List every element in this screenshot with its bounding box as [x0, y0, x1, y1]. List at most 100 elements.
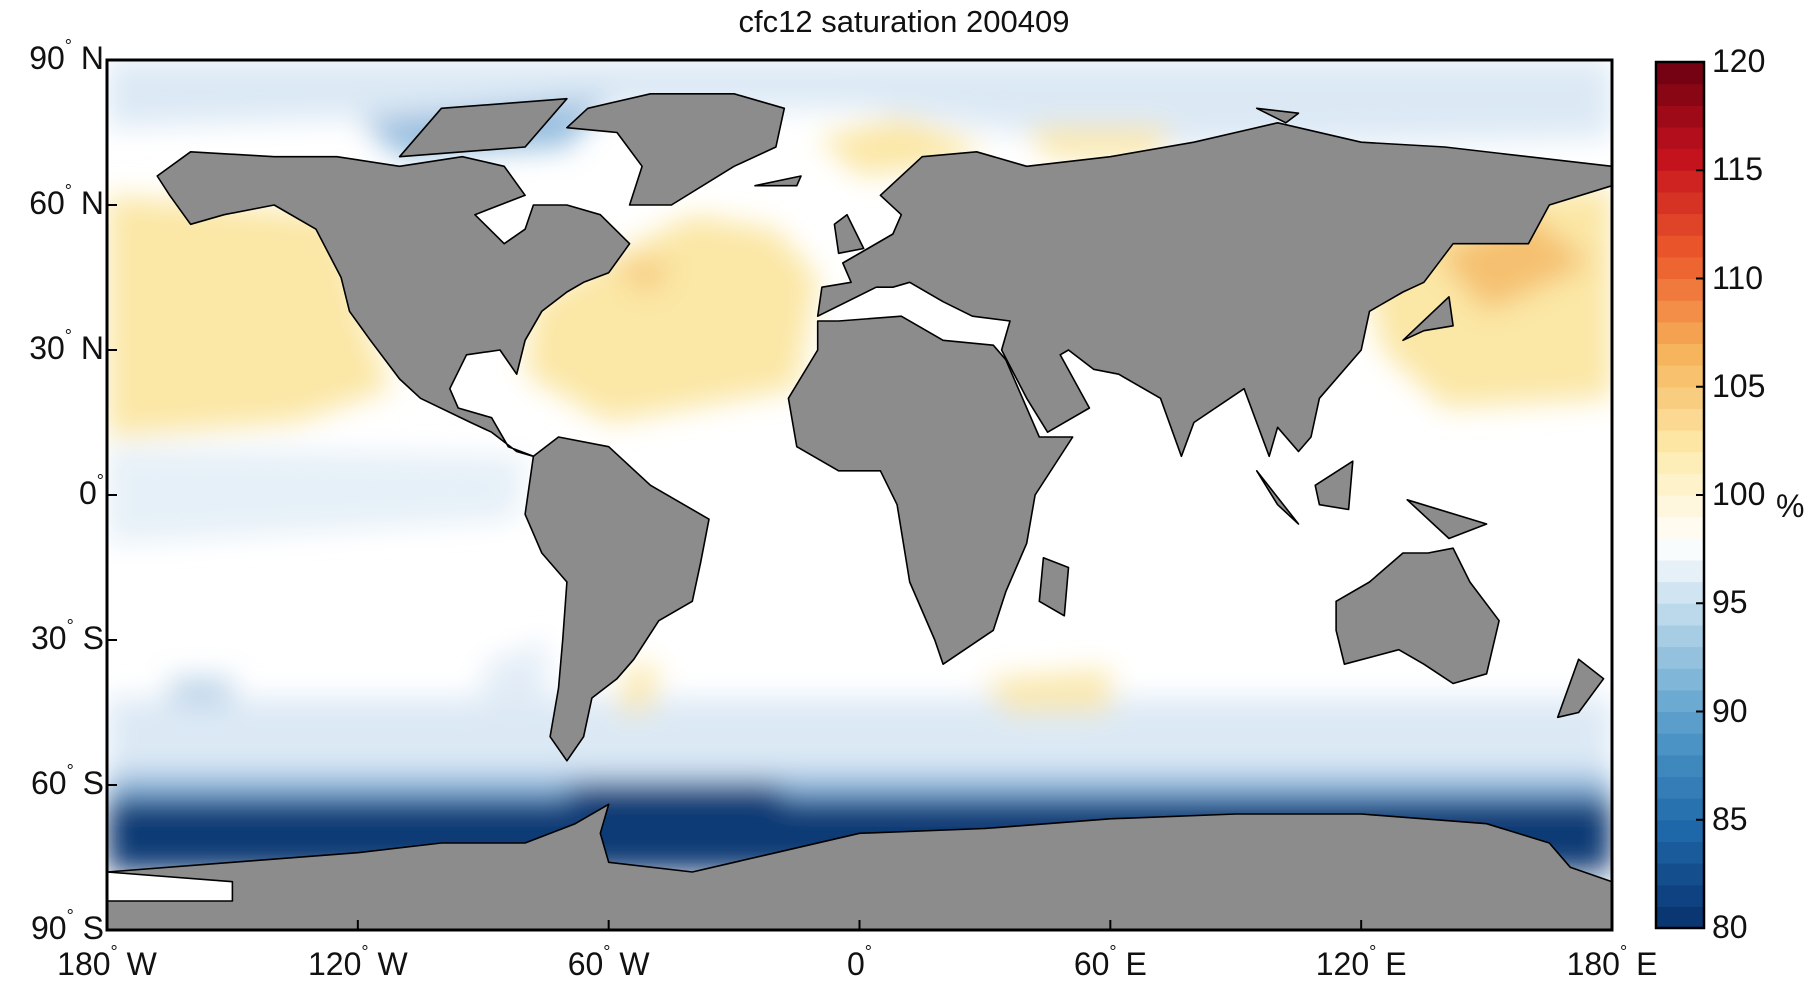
colorbar-step-31 — [1656, 235, 1704, 258]
lat-label-5: 60° S — [30, 761, 104, 801]
lon-hemi: E — [1385, 946, 1407, 982]
colorbar-label-2: 90 — [1712, 692, 1748, 729]
antarctica-land — [106, 803, 1613, 931]
canadian-archipelago-land — [398, 97, 568, 158]
equatorial-pacific-blue — [107, 446, 526, 544]
south-america-land — [524, 436, 710, 762]
colorbar-label-6: 110 — [1712, 259, 1764, 296]
lon-deg: 180 — [57, 946, 111, 982]
lon-hemi: W — [377, 946, 408, 982]
colorbar-label-1: 85 — [1712, 800, 1748, 837]
colorbar-step-0 — [1656, 906, 1704, 929]
lon-deg: 0 — [847, 946, 865, 982]
new-zealand-land — [1556, 658, 1605, 719]
colorbar-step-15 — [1656, 581, 1704, 604]
lon-label-6: 180° E — [1566, 942, 1658, 982]
colorbar-label-4: 100 — [1712, 476, 1766, 512]
colorbar-step-9 — [1656, 711, 1704, 734]
australia-land — [1335, 547, 1500, 685]
colorbar-step-36 — [1656, 126, 1704, 150]
eurasia-land — [816, 122, 1613, 458]
brazil-yellow — [617, 664, 659, 713]
lat-label-3: 0° — [79, 471, 104, 511]
colorbar-label-7: 115 — [1712, 151, 1764, 188]
southern-light-blue — [107, 698, 1612, 785]
colorbar-step-39 — [1656, 62, 1704, 85]
colorbar-label-5: 105 — [1712, 367, 1766, 404]
colorbar-step-25 — [1656, 365, 1704, 388]
lon-hemi: E — [1636, 946, 1658, 982]
lon-label-5: 120° E — [1315, 942, 1407, 982]
colorbar-step-32 — [1656, 213, 1704, 236]
lat-label-6: 90° S — [30, 906, 104, 946]
lon-hemi: E — [1125, 946, 1147, 982]
colorbar-step-24 — [1656, 386, 1704, 409]
lat-hemi: N — [80, 40, 104, 76]
lon-deg: 60 — [1073, 946, 1110, 982]
lat-hemi: N — [80, 330, 104, 366]
gulf-stream-orange — [608, 263, 672, 292]
lat-hemi: S — [82, 765, 104, 801]
lat-hemi: N — [80, 185, 104, 221]
colorbar-step-5 — [1656, 798, 1704, 821]
lon-label-3: 0° — [847, 942, 872, 982]
colorbar-step-8 — [1656, 733, 1704, 756]
lat-hemi: S — [82, 910, 104, 946]
colorbar-step-3 — [1656, 841, 1704, 864]
colorbar-step-1 — [1656, 884, 1704, 907]
severnaya-zemlya-land — [1255, 107, 1300, 124]
colorbar-step-7 — [1656, 754, 1704, 778]
north-pacific-yellow — [107, 195, 392, 437]
colorbar-step-21 — [1656, 451, 1704, 474]
lon-hemi: W — [619, 946, 650, 982]
south-indian-yellow — [984, 669, 1111, 713]
colorbar-step-35 — [1656, 148, 1704, 171]
lon-deg: 60 — [567, 946, 604, 982]
new-guinea-land — [1406, 498, 1488, 540]
colorbar-step-30 — [1656, 256, 1704, 280]
colorbar-step-20 — [1656, 473, 1704, 496]
greenland-land — [566, 93, 786, 206]
colorbar-step-34 — [1656, 170, 1704, 193]
lat-label-2: 30° N — [29, 326, 104, 366]
colorbar-step-19 — [1656, 495, 1704, 518]
map-title: cfc12 saturation 200409 — [738, 4, 1070, 39]
borneo-land — [1314, 460, 1354, 511]
colorbar-label-8: 120 — [1712, 43, 1766, 79]
lat-deg: 30 — [29, 330, 65, 366]
lon-label-0: 180° W — [57, 942, 157, 982]
colorbar-step-2 — [1656, 863, 1704, 886]
lon-deg: 180 — [1566, 946, 1620, 982]
lat-label-4: 30° S — [30, 616, 104, 656]
sumatra-land — [1255, 469, 1300, 525]
colorbar-step-27 — [1656, 321, 1704, 345]
colorbar-step-12 — [1656, 646, 1704, 669]
colorbar-label-3: 95 — [1712, 584, 1748, 621]
colorbar-unit: % — [1776, 488, 1805, 524]
colorbar-step-22 — [1656, 430, 1704, 453]
colorbar-step-11 — [1656, 668, 1704, 691]
lat-hemi: S — [82, 620, 104, 656]
colorbar-step-17 — [1656, 538, 1704, 561]
arctic-light-blue — [107, 60, 1612, 147]
north-america-land — [156, 151, 631, 458]
lon-label-1: 120° W — [307, 942, 408, 982]
colorbar-step-13 — [1656, 624, 1704, 648]
colorbar-step-6 — [1656, 776, 1704, 799]
colorbar-step-37 — [1656, 105, 1704, 128]
lat-deg: 60 — [29, 185, 65, 221]
lon-deg: 120 — [1315, 946, 1370, 982]
colorbar-step-4 — [1656, 819, 1704, 842]
japan-land — [1402, 295, 1454, 342]
colorbar-step-16 — [1656, 559, 1704, 583]
colorbar-label-0: 80 — [1712, 909, 1748, 945]
lat-label-1: 60° N — [29, 181, 104, 221]
lat-deg: 90 — [29, 40, 65, 76]
colorbar-step-38 — [1656, 83, 1704, 106]
lon-label-4: 60° E — [1073, 942, 1147, 982]
lat-deg: 30 — [30, 620, 67, 656]
chile-light-blue — [483, 640, 546, 727]
lon-deg: 120 — [307, 946, 362, 982]
